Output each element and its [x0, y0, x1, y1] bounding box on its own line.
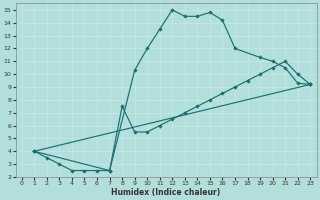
- X-axis label: Humidex (Indice chaleur): Humidex (Indice chaleur): [111, 188, 221, 197]
